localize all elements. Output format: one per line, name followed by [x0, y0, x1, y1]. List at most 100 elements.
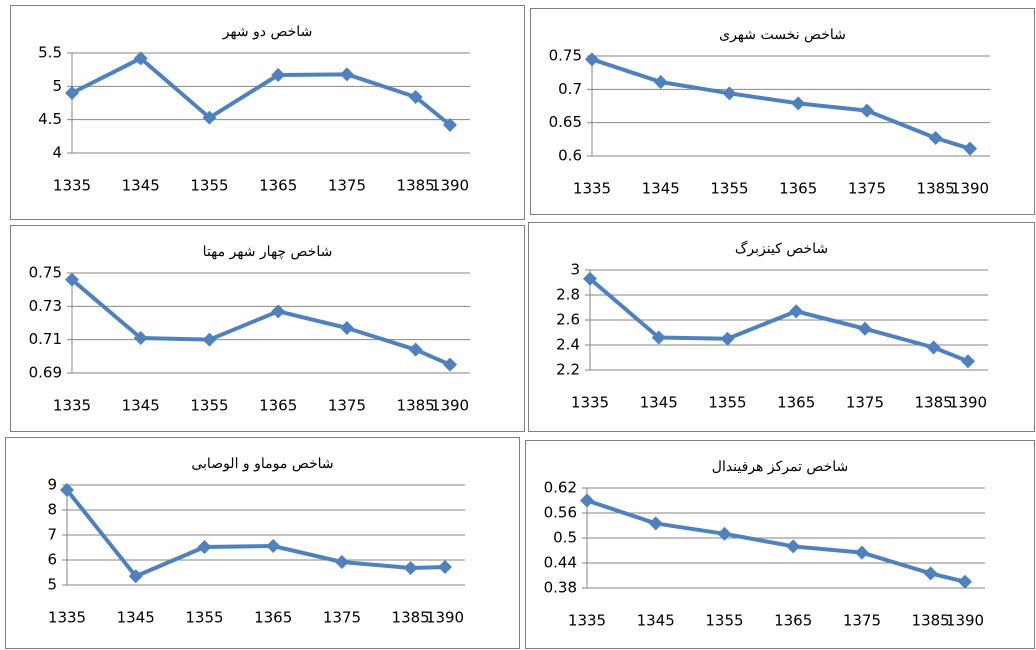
data-marker: [60, 483, 74, 497]
data-marker: [720, 331, 735, 346]
x-tick-label: 1335: [568, 612, 606, 630]
chart: شاخص دو شهر 4 4.5 5 5.5 1335 1345 1355 1365 1375 1…: [10, 5, 525, 220]
x-tick-label: 1375: [846, 394, 884, 412]
x-tick-label: 1355: [710, 180, 748, 198]
y-tick-label: 9: [47, 476, 57, 494]
x-tick-label: 1385: [397, 397, 435, 415]
data-marker: [583, 271, 597, 286]
x-tick-label: 1375: [328, 177, 366, 195]
x-tick-label: 1345: [642, 180, 680, 198]
data-marker: [580, 493, 594, 508]
data-marker: [339, 67, 354, 82]
x-tick-label: 1390: [951, 180, 989, 198]
x-tick-label: 1355: [708, 394, 746, 412]
x-tick-label: 1345: [117, 609, 155, 627]
x-tick-label: 1375: [848, 180, 886, 198]
x-tick-label: 1375: [328, 397, 366, 415]
y-tick-label: 0.56: [544, 504, 577, 522]
y-tick-label: 5: [52, 77, 62, 95]
y-tick-label: 5: [47, 576, 57, 594]
data-marker: [717, 526, 732, 541]
data-marker: [585, 52, 599, 67]
y-tick-label: 5.5: [38, 44, 62, 62]
x-tick-label: 1345: [122, 177, 160, 195]
data-marker: [128, 569, 143, 584]
data-marker: [961, 354, 975, 369]
data-marker: [133, 51, 148, 66]
chart: شاخص نخست شهری 0.6 0.65 0.7 0.75 1335 1345 1355…: [530, 8, 1035, 215]
x-tick-label: 1365: [779, 180, 817, 198]
y-tick-label: 6: [47, 551, 57, 569]
y-tick-label: 0.38: [544, 579, 577, 597]
data-marker: [859, 103, 874, 118]
x-tick-label: 1365: [259, 177, 297, 195]
chart: شاخص موماو و الوصابی 5 6 7 8 9 1335 1345 1355 136…: [5, 437, 520, 649]
data-marker: [789, 304, 804, 319]
y-tick-label: 0.62: [544, 479, 577, 497]
x-tick-label: 1390: [431, 177, 469, 195]
x-tick-label: 1355: [705, 612, 743, 630]
data-marker: [202, 110, 217, 125]
chart-title: شاخص چهار شهر مهتا: [203, 244, 333, 260]
y-tick-label: 7: [47, 526, 57, 544]
data-marker: [266, 539, 281, 553]
x-tick-label: 1345: [637, 612, 675, 630]
y-tick-label: 8: [47, 501, 57, 519]
data-marker: [923, 566, 938, 581]
data-marker: [408, 342, 423, 357]
data-marker: [963, 141, 977, 156]
chart-panel: [528, 222, 1035, 432]
y-tick-label: 0.73: [29, 297, 62, 315]
data-marker: [339, 321, 354, 335]
x-tick-label: 1365: [774, 612, 812, 630]
x-tick-label: 1345: [640, 394, 678, 412]
data-marker: [65, 86, 79, 100]
x-tick-label: 1390: [949, 394, 987, 412]
chart: شاخص کینزبرگ 2.2 2.4 2.6 2.8 3 1335 1345 1355 136…: [528, 222, 1035, 432]
data-marker: [403, 561, 418, 575]
chart-panel: [5, 437, 520, 649]
data-marker: [928, 131, 943, 145]
data-marker: [438, 560, 452, 574]
y-tick-label: 0.65: [549, 113, 582, 131]
x-tick-label: 1335: [48, 609, 86, 627]
chart: شاخص تمرکز هرفیندال 0.38 0.44 0.5 0.56 0.62 13…: [525, 440, 1035, 649]
y-tick-label: 2.8: [556, 286, 580, 304]
x-tick-label: 1375: [843, 612, 881, 630]
data-marker: [791, 96, 806, 111]
x-tick-label: 1390: [431, 397, 469, 415]
chart-title: شاخص دو شهر: [222, 24, 313, 40]
x-tick-label: 1335: [53, 397, 91, 415]
x-tick-label: 1385: [912, 612, 950, 630]
x-tick-label: 1385: [915, 394, 953, 412]
x-tick-label: 1345: [122, 397, 160, 415]
data-marker: [926, 340, 941, 355]
x-tick-label: 1385: [392, 609, 430, 627]
x-tick-label: 1335: [573, 180, 611, 198]
data-marker: [334, 555, 349, 569]
chart-title: شاخص کینزبرگ: [735, 240, 828, 257]
data-marker: [786, 539, 801, 554]
chart-title: شاخص تمرکز هرفیندال: [712, 459, 848, 475]
data-marker: [443, 118, 457, 132]
chart-panel: [10, 225, 525, 432]
x-tick-label: 1355: [190, 397, 228, 415]
chart: شاخص چهار شهر مهتا 0.69 0.71 0.73 0.75 1335 13…: [10, 225, 525, 432]
data-marker: [854, 545, 869, 560]
x-tick-label: 1375: [323, 609, 361, 627]
y-tick-label: 3: [570, 261, 580, 279]
data-marker: [651, 330, 666, 345]
y-tick-label: 2.6: [556, 311, 580, 329]
x-tick-label: 1335: [53, 177, 91, 195]
data-marker: [133, 331, 148, 345]
y-tick-label: 0.69: [29, 364, 62, 382]
y-tick-label: 0.71: [29, 330, 62, 348]
data-marker: [443, 357, 457, 372]
y-tick-label: 0.75: [29, 264, 62, 282]
chart-panel: [530, 8, 1035, 215]
chart-panel: [10, 5, 525, 220]
x-tick-label: 1385: [917, 180, 955, 198]
data-marker: [722, 86, 737, 101]
y-tick-label: 0.44: [544, 554, 577, 572]
data-marker: [653, 75, 668, 89]
